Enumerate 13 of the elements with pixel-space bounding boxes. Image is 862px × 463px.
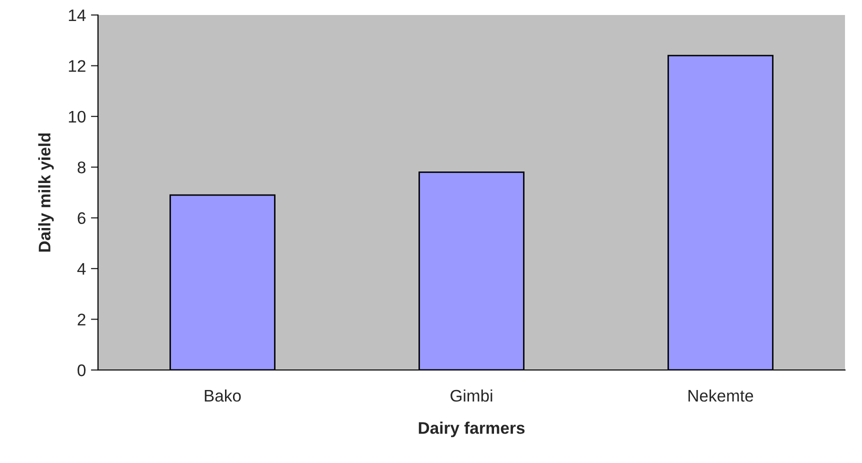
x-tick-label: Bako — [204, 389, 241, 402]
y-tick-label: 0 — [78, 364, 86, 376]
y-tick-label: 12 — [68, 60, 86, 72]
y-tick-label: 8 — [78, 162, 86, 174]
y-tick-label: 14 — [68, 10, 86, 22]
y-tick-label: 4 — [77, 263, 86, 275]
x-axis-title: Dairy farmers — [418, 422, 525, 438]
x-tick-label: Gimbi — [450, 389, 492, 402]
y-tick-label: 6 — [78, 212, 86, 224]
y-tick-label: 2 — [78, 314, 86, 326]
y-tick-label: 10 — [68, 110, 86, 123]
y-axis-title: Daily milk yield — [38, 133, 54, 252]
x-tick-label: Nekemte — [688, 389, 754, 402]
